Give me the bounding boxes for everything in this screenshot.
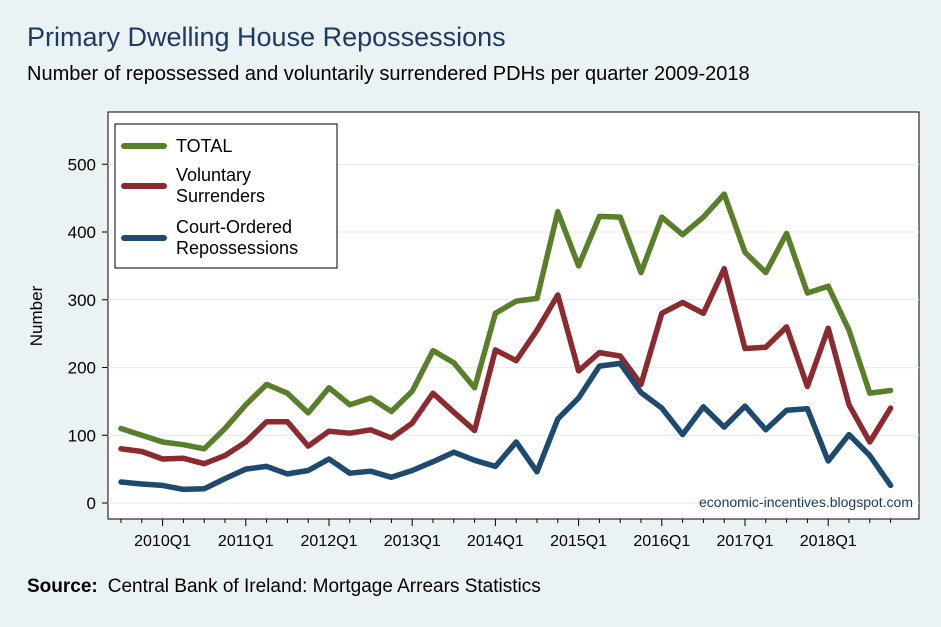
source-text: Central Bank of Ireland: Mortgage Arrear… xyxy=(107,576,541,597)
x-tick-label: 2013Q1 xyxy=(384,533,441,550)
x-tick-label: 2015Q1 xyxy=(550,533,607,550)
legend-label: Court-Ordered Repossessions xyxy=(176,217,298,258)
series-line-2 xyxy=(118,360,894,493)
legend-label: TOTAL xyxy=(176,136,232,156)
y-tick-label: 500 xyxy=(68,155,96,174)
source-note: Source: Central Bank of Ireland: Mortgage… xyxy=(27,576,541,598)
y-tick-label: 100 xyxy=(68,426,96,445)
y-tick-label: 0 xyxy=(87,494,96,513)
source-label: Source: xyxy=(27,576,98,597)
watermark-text: economic-incentives.blogspot.com xyxy=(699,494,913,510)
x-tick-label: 2014Q1 xyxy=(467,533,524,550)
x-tick-label: 2010Q1 xyxy=(134,533,191,550)
y-tick-label: 300 xyxy=(68,291,96,310)
x-tick-label: 2012Q1 xyxy=(301,533,358,550)
x-tick-label: 2016Q1 xyxy=(633,533,690,550)
series-line-1 xyxy=(118,265,894,467)
x-tick-label: 2018Q1 xyxy=(800,533,857,550)
chart-title: Primary Dwelling House Repossessions xyxy=(27,22,506,52)
legend-label: Voluntary Surrenders xyxy=(176,165,265,206)
y-tick-label: 400 xyxy=(68,223,96,242)
chart-subtitle: Number of repossessed and voluntarily su… xyxy=(27,63,750,85)
series-line-0 xyxy=(118,191,894,452)
x-tick-label: 2011Q1 xyxy=(218,533,274,550)
x-tick-label: 2017Q1 xyxy=(717,533,774,550)
y-tick-label: 200 xyxy=(68,359,96,378)
y-axis-label: Number xyxy=(27,285,46,346)
